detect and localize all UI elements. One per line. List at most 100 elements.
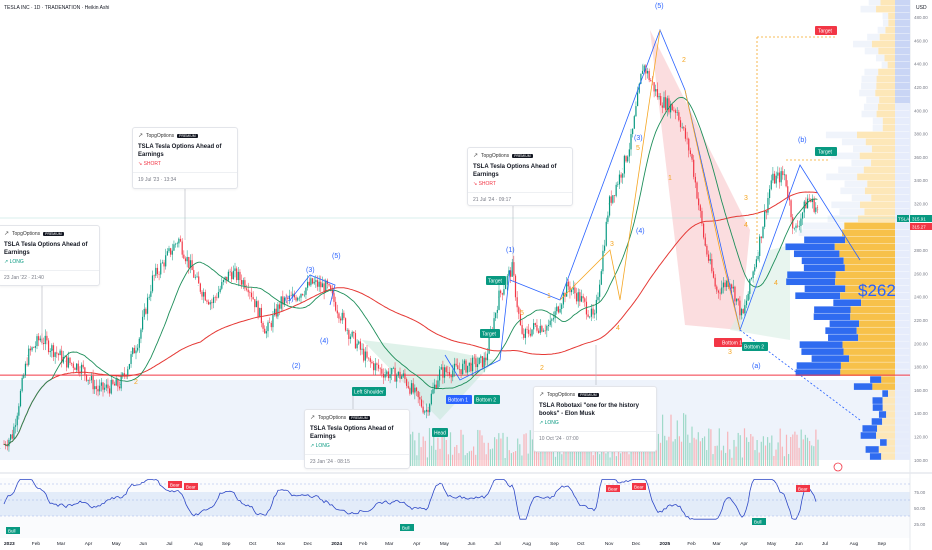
candle-body (311, 278, 314, 284)
volume-bar (512, 452, 515, 466)
target-tag-green[interactable] (486, 276, 506, 285)
volume-bar (796, 434, 798, 466)
volume-bar (670, 414, 672, 466)
volume-bar (605, 453, 607, 466)
target-tag-green[interactable] (815, 147, 837, 156)
volume-bar (773, 456, 775, 466)
candle-body (475, 358, 477, 368)
candle-body (571, 289, 573, 293)
price-call-label: $262 (858, 281, 896, 300)
candle-body (775, 175, 777, 184)
last-price-tag (910, 215, 932, 222)
profile-bar (829, 320, 860, 327)
profile-bar (888, 390, 895, 397)
rsi-tick: 25.00 (914, 522, 926, 527)
currency-label: USD (916, 5, 927, 11)
candle-body (594, 313, 596, 315)
target-tag-green[interactable] (480, 329, 500, 338)
candle-body (282, 296, 284, 305)
card-title[interactable]: TSLA Tesla Options Ahead of Earnings (4, 242, 88, 256)
bottom2-tag[interactable] (474, 395, 500, 404)
profile-bar (850, 306, 895, 313)
price-point (716, 290, 718, 292)
card-title[interactable]: TSLA Tesla Options Ahead of Earnings (138, 144, 222, 158)
candle-body (31, 347, 33, 351)
profile-bar (804, 285, 846, 293)
bottom1-tag[interactable] (714, 338, 742, 347)
candle-body (204, 292, 206, 301)
card-title[interactable]: TSLA Tesla Options Ahead of Earnings (310, 426, 394, 440)
candle-body (597, 296, 599, 300)
candle-body (427, 409, 429, 413)
candle-body (793, 227, 795, 229)
price-point (794, 232, 796, 234)
time-tick: Sep (222, 541, 231, 547)
idea-card[interactable]: ↗ TopgOptions PREMIUM TSLA Robotaxi "one f… (533, 386, 657, 452)
candle-body (216, 297, 218, 299)
time-axis[interactable]: 2023 Feb Mar Apr May Jun Jul Aug Sep Oct Nov Dec 202… (4, 541, 886, 547)
candle-body (298, 297, 300, 299)
candle-body (714, 277, 716, 287)
idea-card[interactable]: ↗ TopgOptions PREMIUM TSLA Tesla Options A… (304, 409, 410, 469)
volume-bar (769, 442, 771, 466)
volume-bar (813, 446, 815, 466)
profile-bar (795, 369, 841, 376)
rsi-bear-tag (632, 483, 646, 490)
candle-body (770, 180, 772, 190)
candle-body (707, 254, 710, 261)
profile-bar (811, 355, 850, 362)
rsi-signals: Bear Bear Bear Bear Bear Bull Bull Bull (6, 481, 810, 534)
candle-body (24, 363, 27, 376)
candle-body (102, 382, 104, 390)
idea-card[interactable]: ↗ TopgOptions PREMIUM TSLA Tesla Options A… (467, 147, 573, 206)
candle-body (160, 263, 162, 275)
wave-labels: (5) 2 (3) 5 (1) (4) 3 1 4 2 (b) (a) 3 4 … (134, 3, 807, 386)
idea-card[interactable]: ↗ TopgOptions PREMIUM TSLA Tesla Options A… (0, 225, 100, 286)
profile-bar (795, 292, 841, 300)
candle-body (113, 383, 116, 386)
wave-path-2023[interactable] (289, 274, 336, 306)
volume-bar (743, 428, 746, 466)
volume-bar (607, 443, 609, 466)
card-title[interactable]: TSLA Tesla Options Ahead of Earnings (473, 164, 557, 178)
candle-body (252, 297, 254, 300)
candle-body (105, 384, 107, 388)
idea-card[interactable]: ↗ TopgOptions PREMIUM TSLA Tesla Options A… (132, 127, 238, 189)
candle-body (632, 128, 634, 135)
rsi-indicator[interactable] (0, 479, 910, 520)
candle-body (658, 96, 660, 98)
price-axis[interactable]: 480.00 460.00 440.00 420.00 400.00 380.00 360.… (914, 15, 928, 463)
wave-path-small[interactable] (444, 269, 511, 381)
candle-body (74, 367, 76, 370)
bottom2-tag[interactable] (742, 342, 768, 351)
candle-body (163, 262, 165, 267)
candle-body (330, 285, 332, 291)
volume-bar (531, 439, 533, 466)
candle-body (219, 288, 221, 293)
candle-body (18, 406, 20, 416)
candle-body (150, 291, 152, 297)
head-tag[interactable] (432, 428, 448, 437)
chart-tags[interactable]: Target Target Target Target Left Shoulde… (352, 26, 837, 437)
candle-body (673, 110, 675, 111)
candle-body (379, 368, 381, 370)
profile-bar (798, 229, 843, 237)
candle-body (125, 375, 127, 376)
bottom1-tag[interactable] (446, 395, 472, 404)
left-shoulder-tag[interactable] (352, 387, 386, 396)
price-point (197, 284, 199, 286)
candle-body (473, 357, 475, 359)
candle-body (754, 267, 756, 272)
profile-bar (840, 187, 865, 195)
volume-bar (426, 457, 428, 466)
price-point (704, 244, 706, 246)
price-points (0, 63, 819, 450)
target-tag-red[interactable] (815, 26, 837, 35)
candle-body (726, 281, 728, 288)
profile-bar (871, 40, 895, 48)
volume-bar (523, 434, 525, 466)
card-title[interactable]: TSLA Robotaxi "one for the history books… (539, 403, 639, 417)
earnings-flag-icon[interactable] (833, 462, 843, 472)
